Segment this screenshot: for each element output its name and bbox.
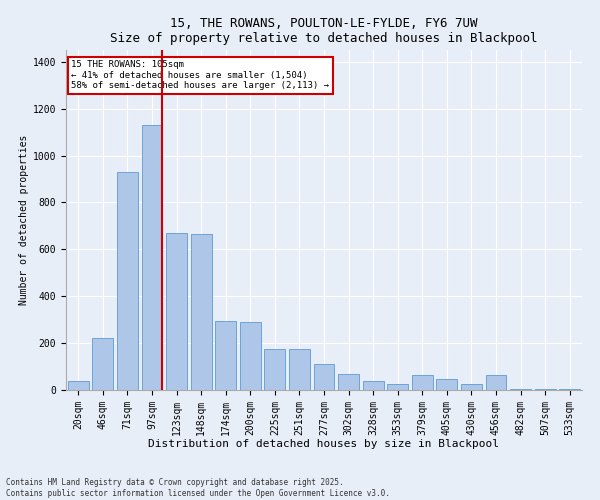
Bar — [68, 380, 89, 390]
Bar — [461, 384, 482, 390]
Bar — [265, 349, 286, 390]
Bar — [191, 234, 212, 390]
Bar — [387, 384, 408, 390]
Bar — [215, 321, 236, 390]
Text: Contains HM Land Registry data © Crown copyright and database right 2025.
Contai: Contains HM Land Registry data © Crown c… — [6, 478, 390, 498]
Bar — [338, 374, 359, 390]
Title: 15, THE ROWANS, POULTON-LE-FYLDE, FY6 7UW
Size of property relative to detached : 15, THE ROWANS, POULTON-LE-FYLDE, FY6 7U… — [110, 16, 538, 44]
Bar — [436, 380, 457, 390]
Bar — [92, 338, 113, 390]
Bar — [559, 389, 580, 390]
Bar — [289, 349, 310, 390]
Bar — [240, 322, 261, 390]
X-axis label: Distribution of detached houses by size in Blackpool: Distribution of detached houses by size … — [149, 439, 499, 449]
Bar — [510, 389, 531, 390]
Bar — [412, 375, 433, 390]
Bar — [166, 233, 187, 390]
Bar — [142, 125, 163, 390]
Bar — [535, 389, 556, 390]
Y-axis label: Number of detached properties: Number of detached properties — [19, 135, 29, 305]
Bar — [485, 375, 506, 390]
Bar — [362, 380, 383, 390]
Text: 15 THE ROWANS: 105sqm
← 41% of detached houses are smaller (1,504)
58% of semi-d: 15 THE ROWANS: 105sqm ← 41% of detached … — [71, 60, 329, 90]
Bar — [117, 172, 138, 390]
Bar — [314, 364, 334, 390]
